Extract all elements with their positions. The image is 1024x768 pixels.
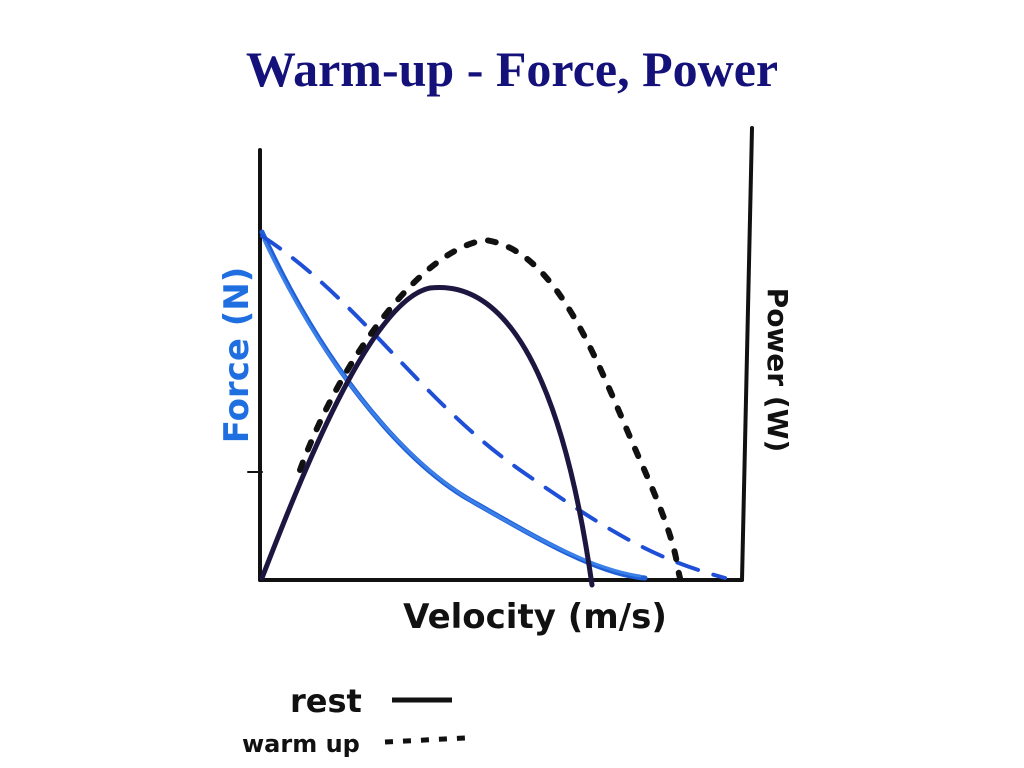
legend-label: rest [290, 682, 362, 720]
right-axis [740, 126, 754, 582]
slide-title: Warm-up - Force, Power [246, 41, 778, 97]
legend-label: warm up [242, 730, 360, 758]
y-axis-label: Force (N) [217, 267, 257, 444]
curves [259, 229, 727, 588]
legend: rest warm up [242, 682, 466, 758]
force-rest-curve [259, 229, 648, 581]
x-axis-label: Velocity (m/s) [403, 597, 667, 637]
legend-swatch [384, 735, 466, 745]
power-rest-curve [259, 284, 595, 588]
y2-axis-label: Power (W) [761, 288, 794, 453]
power-warmup-curve [297, 236, 683, 581]
force-warmup-curve [260, 234, 727, 580]
axes [247, 126, 754, 582]
